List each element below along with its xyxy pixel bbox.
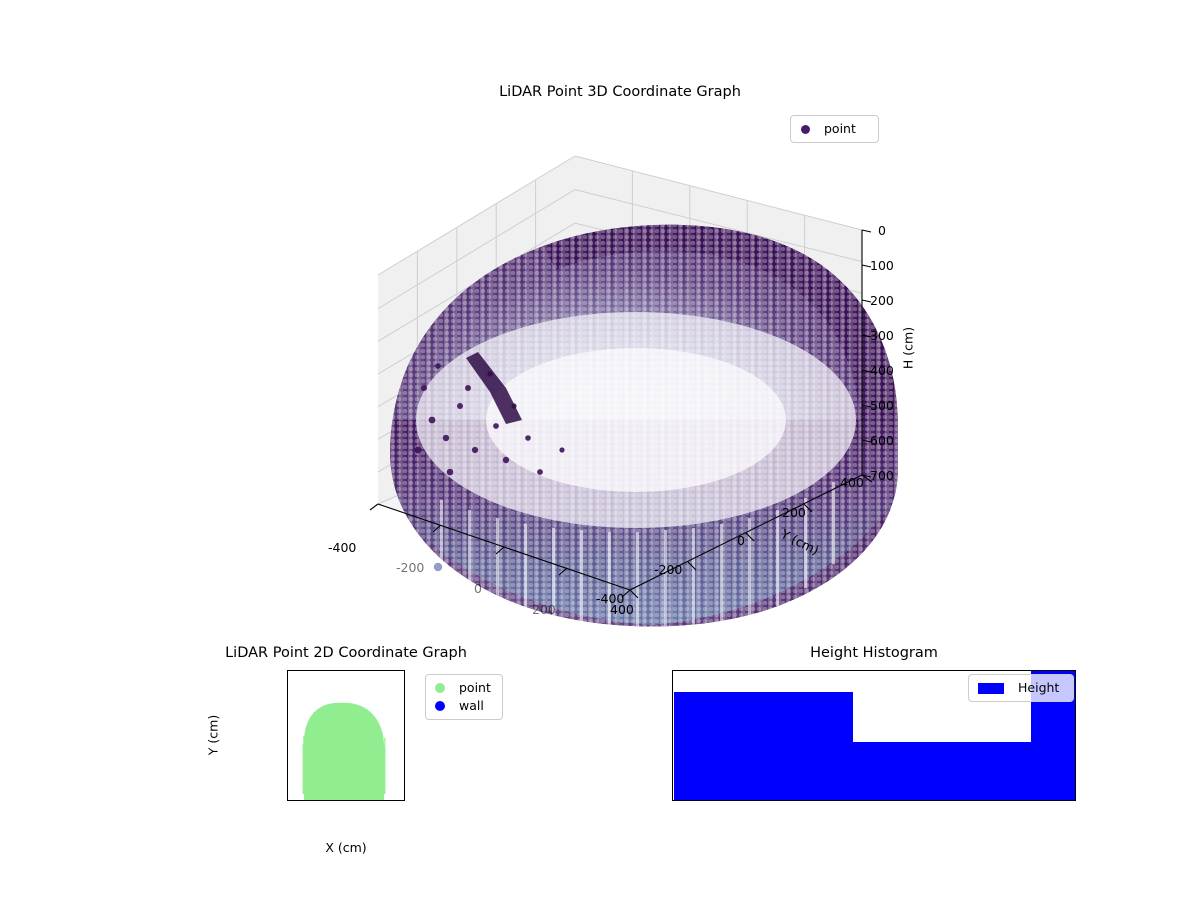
point-marker-icon	[435, 683, 445, 694]
plot3d-outlier-point	[433, 562, 443, 572]
histogram-xtickmark-300	[827, 800, 828, 801]
plot3d-axes: 0 100 200 300 400 500 600 700 H (cm) 400…	[300, 120, 940, 640]
plot2d-point-cloud	[302, 702, 386, 800]
plot3d-zaxis-label: H (cm)	[900, 326, 916, 370]
histogram-xtickmark-500	[929, 800, 930, 801]
plot3d-xtick-0: 0	[474, 581, 482, 596]
plot2d-xtickmark-500	[391, 800, 392, 801]
plot3d-legend[interactable]: point	[790, 115, 879, 144]
legend-entry-wall: wall	[435, 697, 493, 715]
plot3d-ztick-400: 400	[870, 363, 894, 378]
legend-label-wall: wall	[459, 698, 484, 714]
plot2d-xaxis-label: X (cm)	[325, 840, 367, 855]
plot2d-yaxis-label: Y (cm)	[205, 714, 221, 756]
histogram-bar-1	[853, 742, 1031, 800]
plot2d-ytickmark-500	[287, 677, 288, 678]
plot3d-tickmarks	[369, 229, 873, 599]
plot2d-title: LiDAR Point 2D Coordinate Graph	[225, 645, 467, 661]
plot2d-axes: 500 0 -500 -500 0 500	[287, 670, 405, 801]
plot3d-ytick-200: 200	[782, 505, 806, 520]
histogram-ytickmark-1000	[672, 766, 673, 767]
histogram-legend[interactable]: Height	[968, 674, 1074, 703]
plot3d-xtick-neg400: -400	[328, 540, 357, 555]
plot3d-canvas	[369, 155, 898, 627]
plot2d-xtickmark-0	[344, 800, 345, 801]
legend-label-height: Height	[1018, 680, 1060, 695]
point-marker-icon	[801, 124, 810, 134]
plot3d-xtick-400: 400	[610, 602, 634, 617]
legend-entry-point: point	[435, 679, 493, 697]
histogram-xtickmark-600	[980, 800, 981, 801]
histogram-xtickmark-0	[673, 800, 674, 801]
plot3d-ytick-0: 0	[737, 533, 745, 548]
legend-label-point: point	[459, 680, 491, 695]
plot2d-xtickmark-neg500	[297, 800, 298, 801]
legend-entry-height: Height	[978, 679, 1064, 697]
plot2d-ytickmark-0	[287, 736, 288, 737]
plot2d-legend[interactable]: point wall	[425, 674, 503, 721]
plot3d-ytick-400: 400	[840, 475, 864, 490]
legend-entry-point: point	[801, 120, 868, 138]
plot3d-ztick-0: 0	[878, 223, 886, 238]
plot3d-ztick-600: 600	[870, 433, 894, 448]
plot3d-title: LiDAR Point 3D Coordinate Graph	[499, 84, 741, 100]
plot3d-ztick-200: 200	[870, 293, 894, 308]
plot3d-point-cloud	[390, 224, 898, 627]
histogram-title: Height Histogram	[810, 645, 938, 661]
histogram-xtickmark-200	[776, 800, 777, 801]
plot3d-xtick-200: 200	[532, 602, 556, 617]
plot3d-ytick-neg400: -400	[596, 591, 625, 606]
histogram-ytickmark-3000	[672, 695, 673, 696]
height-bar-swatch-icon	[978, 682, 1004, 694]
plot2d-ytickmark-neg500	[287, 794, 288, 795]
legend-label-point: point	[824, 121, 856, 136]
histogram-xtickmark-700	[1032, 800, 1033, 801]
histogram-xtickmark-400	[878, 800, 879, 801]
histogram-xtickmark-100	[725, 800, 726, 801]
histogram-ytickmark-2000	[672, 731, 673, 732]
plot3d-ztick-300: 300	[870, 328, 894, 343]
plot3d-ztick-700: 700	[870, 468, 894, 483]
plot3d-ztick-100: 100	[870, 258, 894, 273]
plot3d-ztick-500: 500	[870, 398, 894, 413]
histogram-bar-0	[674, 692, 853, 800]
plot3d-xtick-neg200: -200	[396, 560, 425, 575]
wall-marker-icon	[435, 701, 445, 712]
plot3d-ytick-neg200: -200	[654, 562, 683, 577]
